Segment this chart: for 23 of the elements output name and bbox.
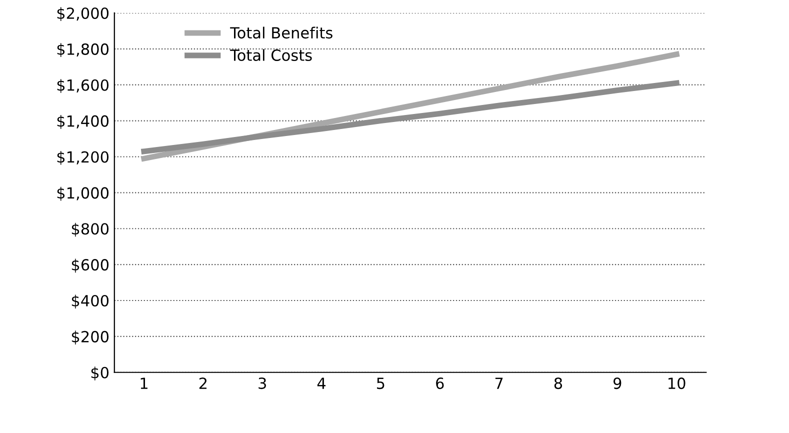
y-tick-label: $1,400: [57, 115, 109, 129]
x-tick-label: 6: [436, 378, 444, 390]
y-tick-label: $400: [72, 294, 109, 309]
y-tick-label: $600: [72, 258, 109, 273]
x-tick-label: 2: [199, 378, 206, 389]
x-tick-label: 8: [554, 378, 562, 390]
legend-label: Total Benefits: [230, 26, 332, 39]
x-tick-label: 7: [495, 378, 503, 389]
x-tick-label: 5: [377, 378, 384, 390]
x-tick-label: 9: [613, 378, 622, 390]
legend-label: Total Costs: [230, 49, 312, 61]
y-tick-label: $800: [72, 222, 109, 237]
x-tick-label: 3: [258, 378, 266, 390]
y-tick-label: $2,000: [57, 7, 109, 22]
y-tick-label: $1,800: [57, 43, 109, 57]
y-tick-label: $200: [72, 330, 109, 344]
x-tick-label: 4: [317, 378, 326, 389]
y-tick-label: $1,200: [57, 150, 109, 165]
y-tick-label: $1,600: [57, 79, 109, 93]
x-tick-label: 10: [668, 378, 686, 390]
y-tick-label: $0: [91, 366, 109, 380]
y-tick-label: $1,000: [57, 186, 109, 201]
x-tick-label: 1: [140, 378, 148, 389]
